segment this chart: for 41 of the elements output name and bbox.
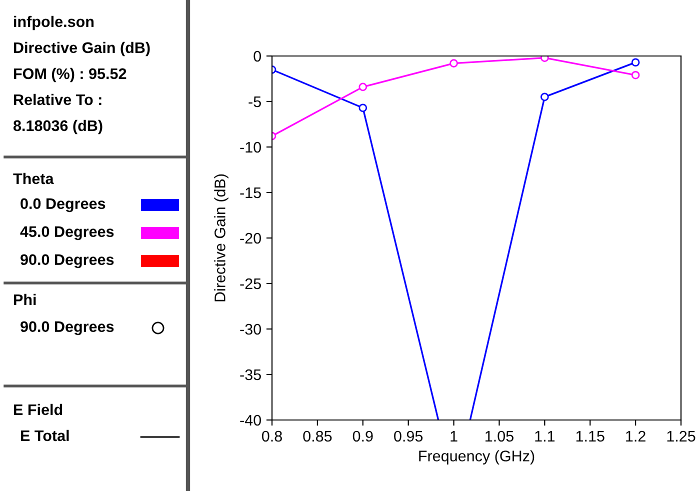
- y-axis-title: Directive Gain (dB): [214, 174, 228, 302]
- x-tick-label: 1.25: [667, 430, 696, 442]
- text: 90.0 Degrees: [20, 321, 114, 336]
- legend-label: 90.0 Degrees: [20, 254, 114, 268]
- x-tick-label: 1.1: [535, 430, 555, 442]
- y-tick-label: -10: [240, 142, 261, 153]
- x-tick-label: 0.8: [262, 430, 282, 442]
- legend-label: 0.0 Degrees: [20, 198, 106, 212]
- x-tick-label: 1.15: [576, 430, 604, 442]
- x-tick-label: 1.2: [626, 430, 646, 442]
- point: [631, 58, 640, 67]
- y-tick-label: -30: [240, 324, 261, 335]
- x-axis-title: Frequency (GHz): [419, 450, 534, 464]
- y-tick-label: -35: [240, 369, 261, 380]
- x-tick-label: 1.05: [486, 430, 514, 442]
- legend-label: 45.0 Degrees: [20, 226, 114, 240]
- point: [540, 92, 549, 102]
- point: [358, 82, 368, 92]
- y-tick-label: -5: [248, 96, 261, 108]
- legend-title: Theta: [13, 172, 54, 184]
- point: [450, 59, 458, 68]
- y-tick-label: -40: [240, 414, 261, 426]
- x-tick-label: 1: [450, 430, 458, 442]
- y-tick-label: -25: [240, 278, 261, 290]
- x-tick-label: 0.9: [352, 430, 373, 442]
- text: E Total: [21, 430, 69, 442]
- y-tick-label: -20: [240, 232, 261, 244]
- text: FOM (%) : 95.52: [14, 68, 126, 82]
- text: infpole.son: [14, 16, 94, 30]
- point: [631, 70, 640, 80]
- text: 8.18036 (dB): [13, 120, 102, 134]
- text: Directive Gain (dB): [14, 42, 150, 56]
- text: Relative To :: [14, 94, 102, 106]
- text: E Field: [14, 404, 62, 416]
- y-tick-label: -15: [240, 188, 261, 198]
- x-tick-label: 0.95: [394, 430, 423, 442]
- text: Phi: [14, 294, 36, 305]
- x-tick-label: 0.85: [303, 430, 332, 442]
- y-tick-label: 0: [254, 50, 261, 62]
- point: [358, 104, 368, 112]
- point: [540, 56, 549, 62]
